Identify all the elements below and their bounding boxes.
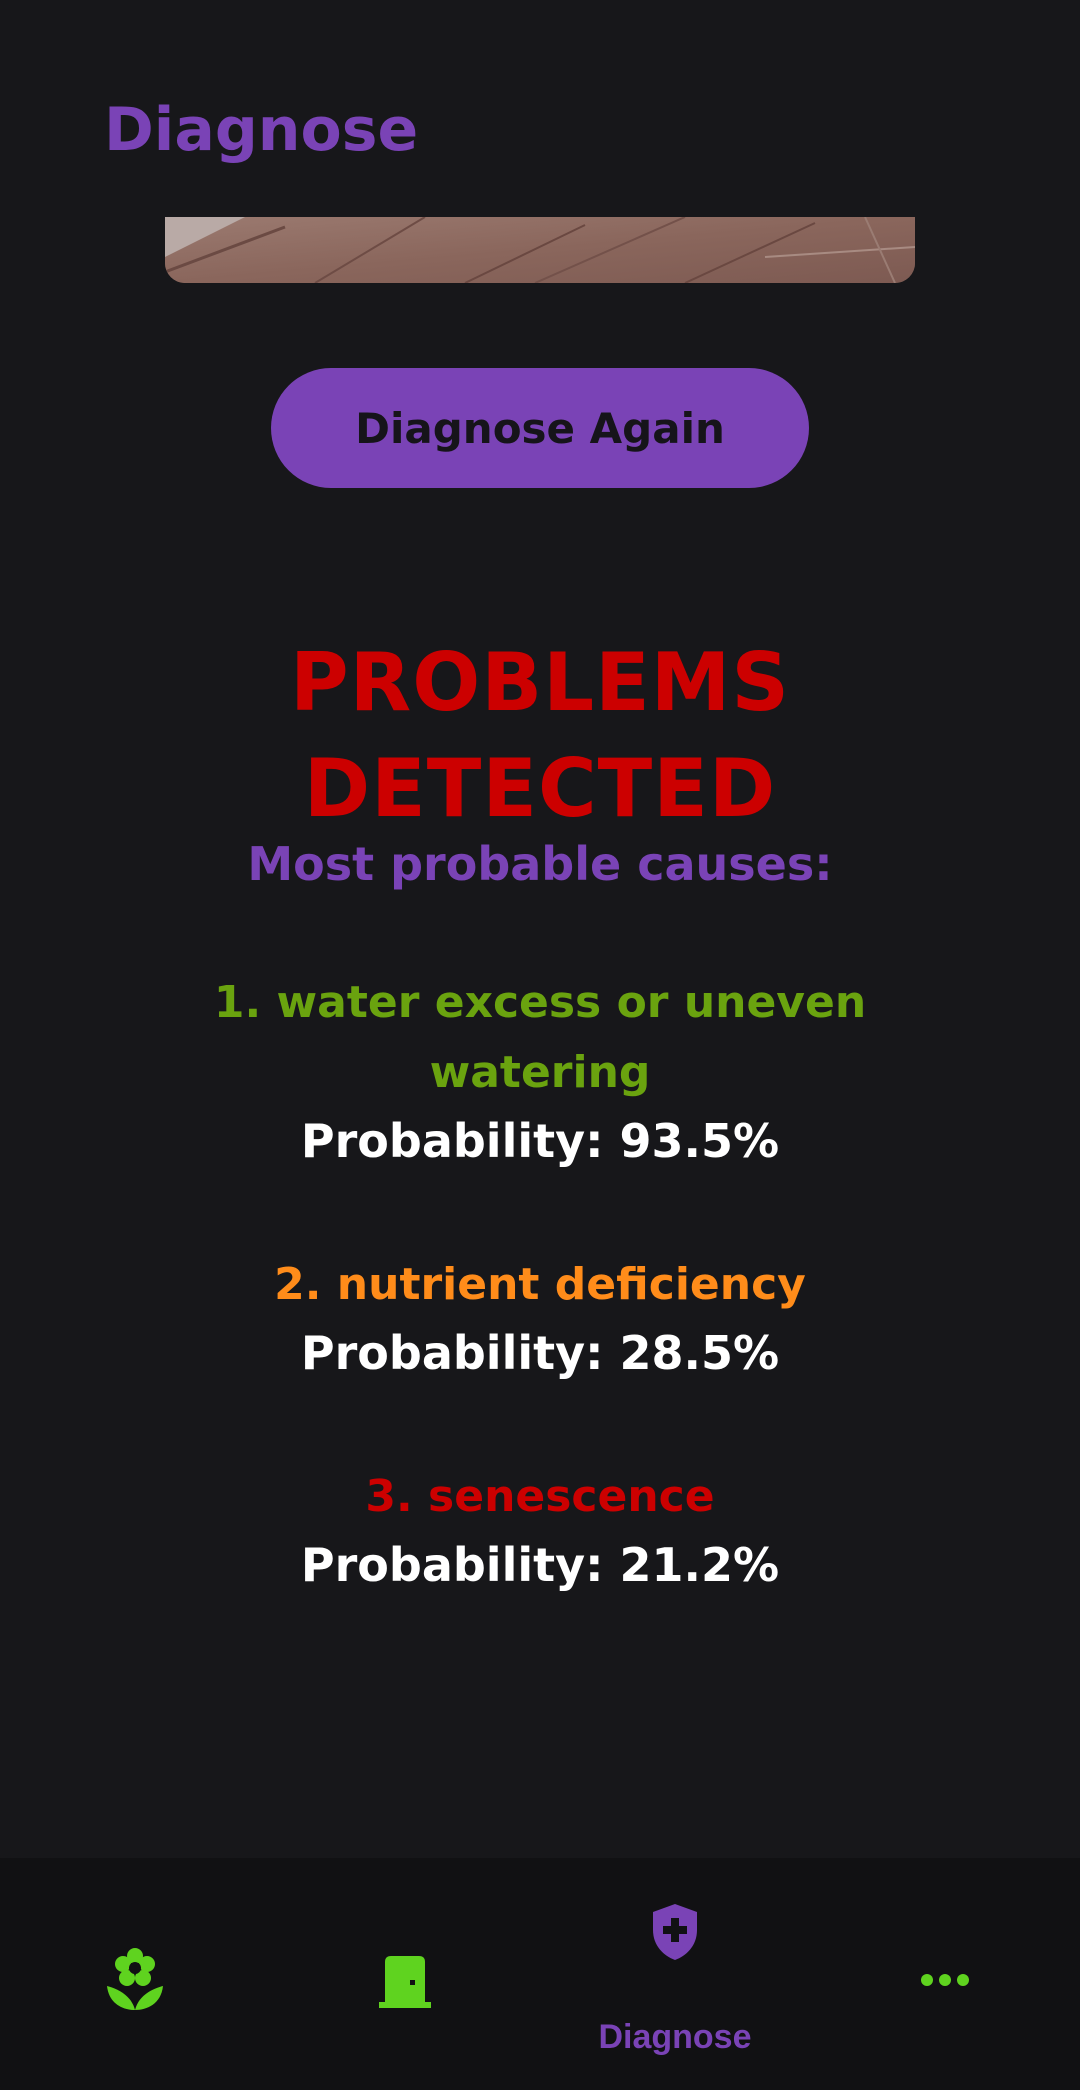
cause-probability: Probability: 93.5% (300, 1114, 780, 1168)
nav-item-more[interactable] (810, 1858, 1080, 2090)
nav-item-diagnose[interactable]: Diagnose (540, 1858, 810, 2090)
cause-label: 2. nutrient deficiency (274, 1259, 806, 1310)
cause-label: 1. water excess or uneven watering (213, 977, 867, 1098)
nav-item-rooms[interactable] (270, 1858, 540, 2090)
diagnose-again-button[interactable]: Diagnose Again (271, 368, 809, 488)
cause-label: 3. senescence (365, 1471, 715, 1522)
plant-photo (165, 217, 915, 283)
bottom-navigation: Diagnose (0, 1858, 1080, 2090)
cause-item: 2. nutrient deficiency Probability: 28.5… (140, 1250, 940, 1386)
status-line-1: PROBLEMS (289, 636, 791, 729)
diagnosis-results: PROBLEMS DETECTED Most probable causes: … (0, 630, 1080, 1598)
status-line-2: DETECTED (303, 742, 777, 835)
problems-detected-title: PROBLEMS DETECTED (90, 630, 990, 842)
door-icon (379, 1956, 431, 2008)
cause-item: 1. water excess or uneven watering Proba… (140, 968, 940, 1174)
flower-icon (107, 1948, 163, 2010)
nav-item-diagnose-label: Diagnose (598, 2018, 752, 2056)
more-horizontal-icon (921, 1974, 969, 1986)
shield-plus-icon (653, 1904, 697, 1960)
cause-item: 3. senescence Probability: 21.2% (140, 1462, 940, 1598)
causes-heading: Most probable causes: (247, 837, 833, 891)
cause-probability: Probability: 21.2% (300, 1538, 780, 1592)
nav-item-plants[interactable] (0, 1858, 270, 2090)
page-title: Diagnose (104, 95, 419, 165)
floor-photo-image (165, 217, 915, 283)
cause-probability: Probability: 28.5% (300, 1326, 780, 1380)
